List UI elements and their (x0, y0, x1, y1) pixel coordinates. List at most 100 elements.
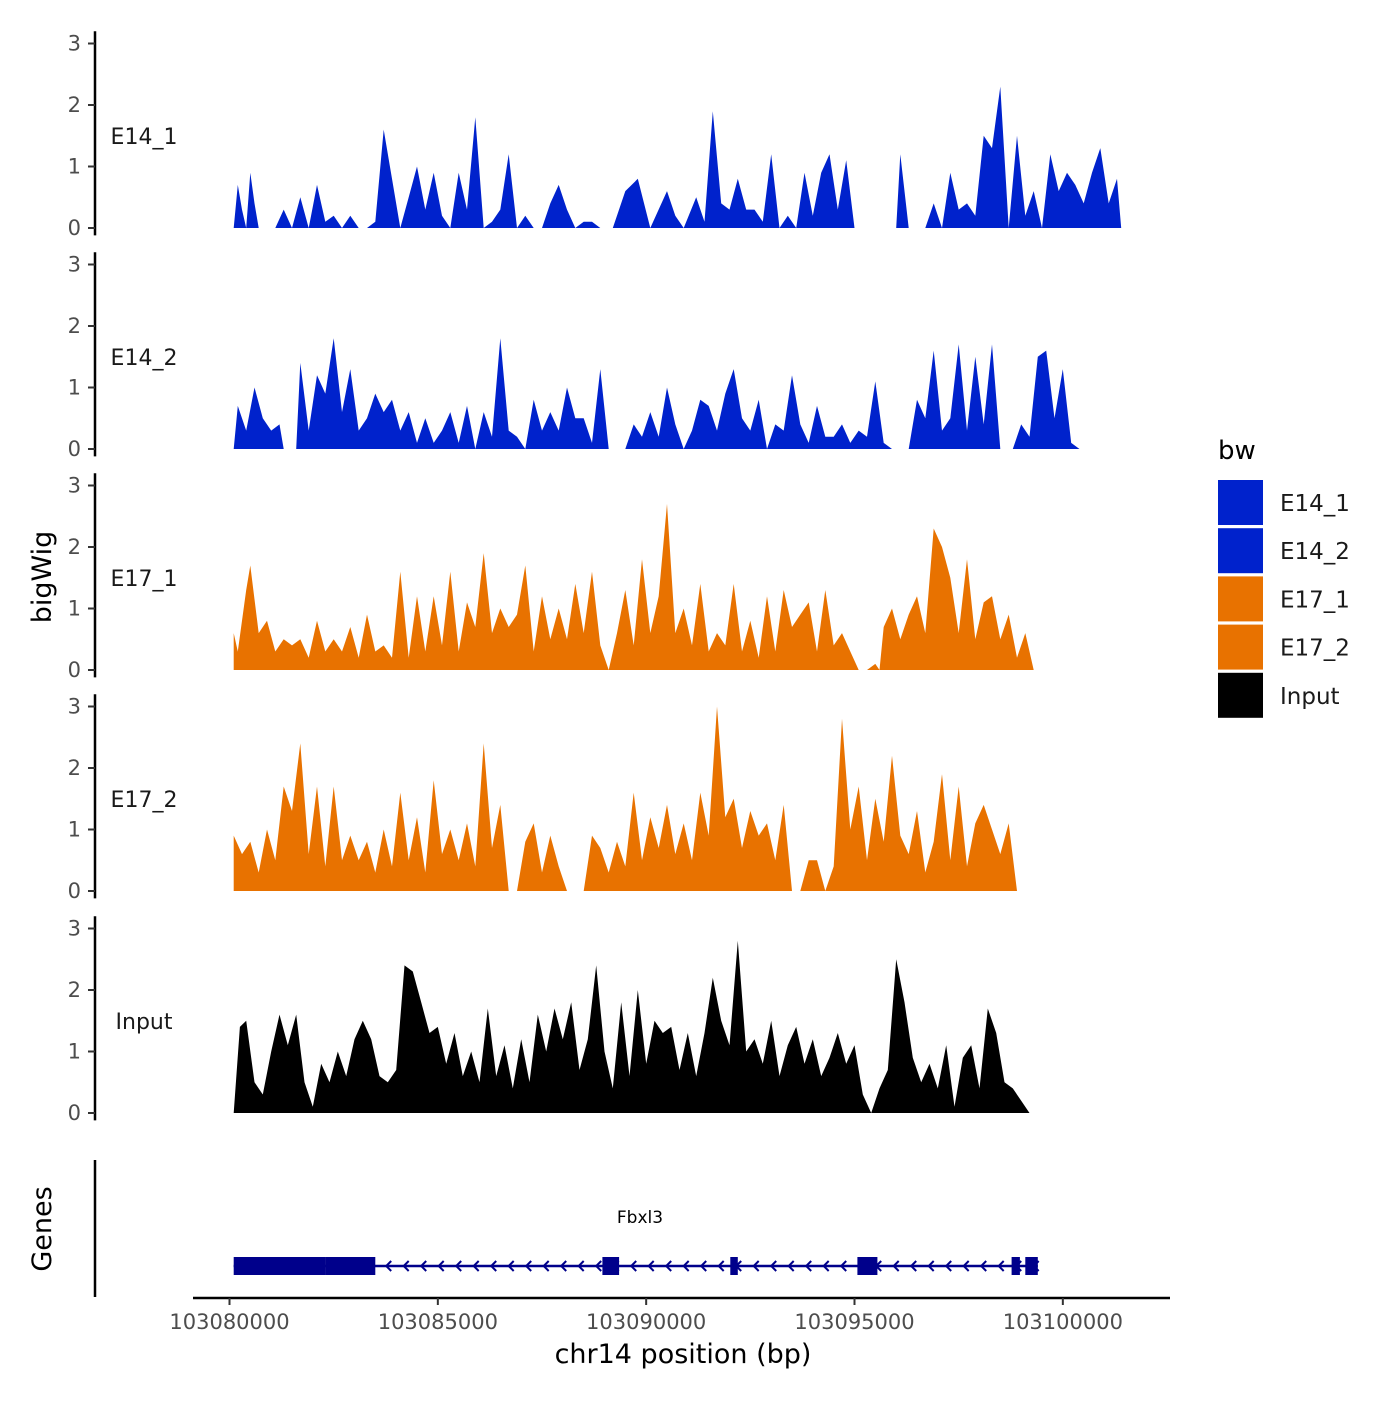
y-tick-label: 3 (68, 917, 81, 941)
y-tick-label: 2 (68, 93, 81, 117)
strand-arrow (839, 1260, 847, 1272)
strand-arrow (489, 1260, 497, 1272)
strand-arrow (664, 1260, 672, 1272)
strand-arrow (542, 1260, 550, 1272)
y-tick-label: 3 (68, 32, 81, 56)
y-tick-label: 3 (68, 695, 81, 719)
strand-arrow (979, 1260, 987, 1272)
strand-arrow (752, 1260, 760, 1272)
y-tick-label: 2 (68, 978, 81, 1002)
strand-arrow (472, 1260, 480, 1272)
track-label-E14_1: E14_1 (111, 125, 178, 150)
legend-key-E17_2 (1218, 624, 1263, 670)
strand-arrow (577, 1260, 585, 1272)
x-tick-label: 103085000 (378, 1310, 498, 1334)
x-axis: 103080000 103085000 103090000 103095000 1031… (169, 1296, 1170, 1334)
gene-exon (730, 1257, 738, 1275)
area-E14_2 (233, 338, 1080, 449)
strand-arrow (699, 1260, 707, 1272)
strand-arrow (787, 1260, 795, 1272)
y-tick-label: 1 (68, 597, 81, 621)
y-tick-label: 2 (68, 756, 81, 780)
y-tick-label: 1 (68, 376, 81, 400)
legend-key-E14_1 (1218, 480, 1263, 525)
y-tick-label: 1 (68, 155, 81, 179)
x-axis-title: chr14 position (bp) (555, 1339, 812, 1370)
y-tick-label: 0 (68, 216, 81, 240)
x-tick-label: 103090000 (586, 1310, 706, 1334)
strand-arrow (454, 1260, 462, 1272)
strand-arrow (507, 1260, 515, 1272)
gene-exon (1025, 1257, 1038, 1275)
track-label-E17_1: E17_1 (111, 567, 178, 592)
strand-arrow (402, 1260, 410, 1272)
gene-layer: Fbxl3 (93, 1160, 1040, 1297)
strand-arrow (769, 1260, 777, 1272)
y-tick-label: 1 (68, 1040, 81, 1064)
strand-arrow (909, 1260, 917, 1272)
y-tick-label: 3 (68, 474, 81, 498)
gene-Fbxl3: Fbxl3 (233, 1208, 1040, 1275)
gene-exon (1011, 1257, 1020, 1275)
area-E17_2 (233, 706, 1017, 891)
y-tick-label: 0 (68, 879, 81, 903)
legend-title: bw (1218, 436, 1256, 466)
track-Input: 0 1 2 3 Input (68, 916, 1030, 1125)
legend-label-Input: Input (1280, 684, 1340, 710)
y-axis-title: bigWig (27, 531, 58, 624)
y-tick-label: 0 (68, 658, 81, 682)
area-Input (233, 940, 1030, 1113)
strand-arrow (804, 1260, 812, 1272)
strand-arrow (892, 1260, 900, 1272)
strand-arrow (717, 1260, 725, 1272)
strand-arrow (962, 1260, 970, 1272)
tracks-layer: 0 1 2 3 E14_1 0 1 2 3 E14_2 0 1 2 3 E17_1 0 1 2 3 E17_2 0 1 2 3… (68, 31, 1122, 1125)
y-tick-label: 0 (68, 437, 81, 461)
gene-exon (857, 1257, 878, 1275)
area-E14_1 (233, 86, 1122, 228)
strand-arrow (822, 1260, 830, 1272)
area-E17_1 (233, 503, 1034, 670)
strand-arrow (944, 1260, 952, 1272)
y-tick-label: 2 (68, 314, 81, 338)
gene-label-Fbxl3: Fbxl3 (617, 1208, 663, 1228)
gene-exon (602, 1257, 620, 1275)
x-tick-label: 103100000 (1003, 1310, 1123, 1334)
track-label-Input: Input (116, 1010, 173, 1035)
strand-arrow (437, 1260, 445, 1272)
y-tick-label: 3 (68, 253, 81, 277)
strand-arrow (682, 1260, 690, 1272)
strand-arrow (997, 1260, 1005, 1272)
strand-arrow (524, 1260, 532, 1272)
y-tick-label: 2 (68, 535, 81, 559)
track-label-E14_2: E14_2 (111, 346, 178, 371)
strand-arrow (559, 1260, 567, 1272)
x-tick-label: 103080000 (169, 1310, 289, 1334)
strand-arrow (419, 1260, 427, 1272)
legend-label-E17_1: E17_1 (1280, 587, 1350, 613)
track-label-E17_2: E17_2 (111, 788, 178, 813)
legend-label-E14_1: E14_1 (1280, 491, 1350, 517)
strand-arrow (647, 1260, 655, 1272)
y-tick-label: 1 (68, 818, 81, 842)
strand-arrow (384, 1260, 392, 1272)
legend-key-E17_1 (1218, 576, 1263, 622)
gene-exon (325, 1257, 376, 1275)
legend-label-E17_2: E17_2 (1280, 636, 1350, 662)
x-tick-label: 103095000 (794, 1310, 914, 1334)
legend-key-E14_2 (1218, 528, 1263, 574)
track-E17_2: 0 1 2 3 E17_2 (68, 694, 1017, 903)
legend-label-E14_2: E14_2 (1280, 539, 1350, 565)
strand-arrow (594, 1260, 602, 1272)
strand-arrow (629, 1260, 637, 1272)
legend-key-Input (1218, 672, 1263, 718)
strand-arrow (927, 1260, 935, 1272)
track-E14_2: 0 1 2 3 E14_2 (68, 252, 1080, 461)
track-E17_1: 0 1 2 3 E17_1 (68, 473, 1034, 682)
gene-exon (233, 1257, 326, 1275)
track-E14_1: 0 1 2 3 E14_1 (68, 31, 1122, 240)
genes-panel-title: Genes (27, 1186, 58, 1271)
legend: bw E14_1 E14_2 E17_1 E17_2 Input (1218, 436, 1350, 718)
